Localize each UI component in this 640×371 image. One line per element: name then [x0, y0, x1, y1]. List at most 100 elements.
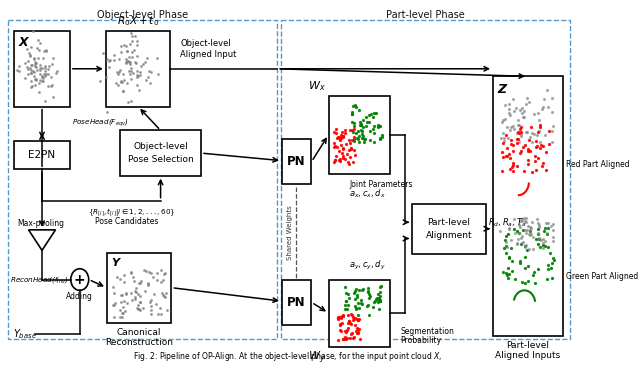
Point	[337, 313, 348, 319]
Point	[336, 142, 346, 148]
Point	[29, 59, 40, 65]
Point	[40, 98, 51, 104]
Point	[130, 294, 140, 300]
Point	[547, 95, 557, 101]
Point	[369, 298, 380, 304]
Point	[29, 55, 39, 61]
Text: $a_x, c_x, d_x$: $a_x, c_x, d_x$	[349, 188, 386, 200]
Point	[97, 50, 108, 56]
Point	[516, 148, 526, 154]
Text: Adding: Adding	[67, 292, 93, 301]
Text: Probability: Probability	[401, 336, 442, 345]
Point	[516, 241, 527, 247]
Point	[20, 75, 30, 81]
Point	[40, 65, 51, 71]
Point	[369, 123, 379, 129]
Point	[32, 67, 42, 73]
Point	[125, 68, 136, 74]
Point	[127, 298, 137, 303]
Point	[156, 311, 166, 316]
Point	[335, 156, 345, 162]
Point	[342, 306, 353, 312]
Point	[47, 61, 57, 67]
Point	[127, 38, 137, 44]
Point	[521, 230, 531, 236]
Point	[354, 107, 364, 113]
Point	[376, 132, 387, 138]
Point	[509, 216, 519, 222]
Point	[152, 270, 162, 276]
Point	[364, 285, 374, 291]
Point	[523, 223, 533, 229]
Point	[365, 293, 375, 299]
Point	[136, 63, 146, 69]
Point	[527, 139, 538, 145]
Point	[540, 238, 550, 244]
Point	[132, 306, 142, 312]
Point	[514, 130, 524, 136]
Text: Pose Selection: Pose Selection	[128, 155, 193, 164]
Point	[126, 270, 136, 276]
Point	[373, 124, 383, 130]
Point	[39, 71, 49, 77]
Text: Red Part Aligned: Red Part Aligned	[566, 161, 629, 170]
Text: Part-level Phase: Part-level Phase	[386, 10, 465, 20]
Point	[121, 43, 131, 49]
Point	[506, 124, 516, 129]
Point	[349, 120, 359, 126]
Point	[124, 68, 134, 74]
Point	[358, 117, 368, 123]
Point	[119, 272, 129, 278]
Point	[126, 98, 136, 104]
Point	[340, 306, 351, 312]
Point	[353, 317, 363, 323]
Point	[363, 302, 373, 308]
Point	[122, 58, 132, 64]
Point	[368, 114, 378, 120]
Point	[353, 330, 363, 336]
Point	[336, 328, 346, 334]
Point	[353, 128, 364, 134]
Point	[338, 153, 348, 159]
Point	[134, 306, 144, 312]
Point	[498, 131, 508, 137]
Point	[340, 298, 351, 303]
Point	[530, 158, 540, 164]
Point	[357, 131, 367, 137]
Point	[373, 122, 383, 128]
Point	[19, 60, 29, 66]
Point	[507, 258, 517, 264]
Point	[334, 135, 344, 141]
Point	[508, 160, 518, 166]
Point	[375, 293, 385, 299]
Point	[37, 74, 47, 80]
Point	[36, 73, 47, 79]
Point	[527, 219, 537, 225]
Point	[517, 279, 527, 285]
Point	[43, 83, 53, 89]
Point	[132, 75, 142, 81]
Point	[111, 274, 122, 280]
Point	[540, 243, 550, 249]
Polygon shape	[29, 230, 56, 250]
Point	[519, 114, 529, 120]
Point	[352, 316, 362, 322]
Text: Object-level: Object-level	[133, 142, 188, 151]
Point	[375, 297, 385, 303]
Point	[46, 74, 56, 80]
Point	[524, 99, 534, 105]
Point	[498, 269, 508, 275]
Point	[132, 72, 142, 78]
Point	[338, 155, 348, 161]
Point	[26, 67, 36, 73]
Point	[504, 109, 514, 115]
Point	[363, 288, 373, 294]
Point	[514, 230, 524, 236]
Point	[340, 334, 350, 340]
Point	[547, 260, 557, 266]
Point	[346, 321, 356, 327]
Point	[542, 87, 552, 93]
Text: Green Part Aligned: Green Part Aligned	[566, 272, 638, 281]
Point	[35, 77, 45, 83]
Point	[116, 49, 126, 55]
